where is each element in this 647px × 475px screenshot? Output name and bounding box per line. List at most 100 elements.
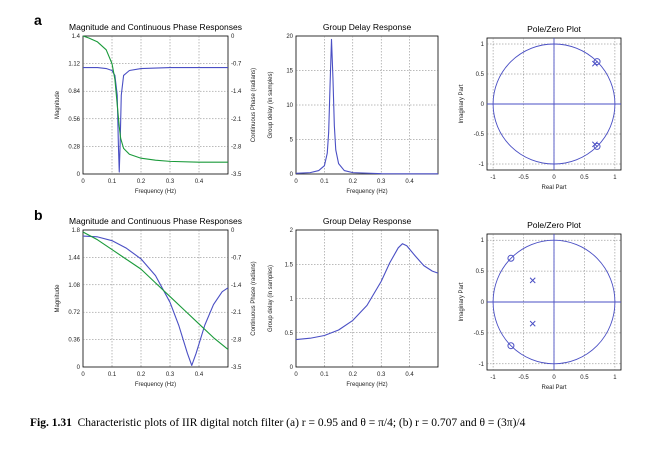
p5-ytick-label-0: 0 [290, 365, 294, 371]
p3-zero-marker-0 [593, 58, 601, 66]
p1-series-line-1 [82, 35, 228, 163]
p3-xtick-label-1: -0.5 [518, 175, 529, 181]
row-label-b: b [34, 207, 43, 223]
p4-ytick-label-4: 1.44 [68, 255, 80, 261]
p2-series-line-0 [295, 38, 438, 175]
p3-ylabel: Imaginary Part [459, 84, 465, 123]
p5-xtick-label-2: 0.2 [349, 372, 358, 378]
caption-text: Characteristic plots of IIR digital notc… [77, 417, 526, 429]
p2-ytick-label-0: 0 [290, 172, 294, 178]
p3-ytick-label-2: 0 [481, 102, 485, 108]
p5-title: Group Delay Response [323, 216, 412, 226]
p1-xtick-label-2: 0.2 [137, 179, 146, 185]
p4-series-line-1 [82, 231, 229, 350]
p3-ytick-label-1: -0.5 [474, 132, 485, 138]
p4-ytick-right-label-2: -2.1 [231, 310, 242, 316]
p1-xtick-label-3: 0.3 [166, 179, 175, 185]
p6-ytick-label-3: 0.5 [476, 269, 485, 275]
p3-ytick-label-3: 0.5 [476, 72, 485, 78]
p1-ytick-label-5: 1.4 [72, 34, 81, 40]
p2-xtick-label-3: 0.3 [377, 179, 386, 185]
p1-ytick-right-label-3: -1.4 [231, 89, 242, 95]
p5-ytick-label-3: 1.5 [285, 262, 294, 268]
p1-xlabel: Frequency (Hz) [135, 189, 176, 195]
p5-xtick-label-1: 0.1 [320, 372, 329, 378]
p3-title: Pole/Zero Plot [527, 24, 581, 34]
p3-xtick-label-2: 0 [552, 175, 556, 181]
p4-xtick-label-4: 0.4 [195, 372, 204, 378]
p2-ytick-label-4: 20 [286, 34, 293, 40]
p4-ylabel: Magnitude [55, 284, 61, 313]
p3-unit-circle [492, 43, 616, 165]
p1-xtick-label-0: 0 [81, 179, 85, 185]
p4-ytick-right-label-3: -1.4 [231, 283, 242, 289]
p5-xlabel: Frequency (Hz) [346, 382, 387, 388]
p2-ytick-label-3: 15 [286, 69, 293, 75]
p4-xtick-label-0: 0 [81, 372, 85, 378]
p3-zero-marker-1 [593, 142, 601, 150]
p6-xtick-label-2: 0 [552, 375, 556, 381]
p3-xtick-label-0: -1 [490, 175, 496, 181]
p6-zero-marker-0 [507, 254, 515, 262]
p1-ytick-right-label-1: -2.8 [231, 144, 242, 150]
p6-xtick-label-1: -0.5 [518, 375, 529, 381]
p4-ylabel-right: Continuous Phase (radians) [251, 261, 257, 335]
p6-pole-marker-1 [529, 320, 536, 327]
p1-ytick-label-0: 0 [77, 172, 81, 178]
p1-ytick-right-label-5: 0 [231, 34, 235, 40]
p2-ytick-label-2: 10 [286, 103, 293, 109]
p3-pole-marker-0 [591, 60, 598, 67]
p1-xtick-label-4: 0.4 [195, 179, 204, 185]
p3-ytick-label-4: 1 [481, 42, 485, 48]
p4-ytick-label-0: 0 [77, 365, 81, 371]
p2-xtick-label-1: 0.1 [320, 179, 329, 185]
p2-xtick-label-0: 0 [294, 179, 298, 185]
p1-ytick-label-3: 0.84 [68, 89, 80, 95]
p4-ytick-right-label-5: 0 [231, 228, 235, 234]
p1-ytick-right-label-0: -3.5 [231, 172, 242, 178]
p2-ylabel: Group delay (in samples) [268, 71, 274, 138]
p2-xlabel: Frequency (Hz) [346, 189, 387, 195]
p4-xlabel: Frequency (Hz) [135, 382, 176, 388]
p2-xtick-label-2: 0.2 [349, 179, 358, 185]
p1-plot-frame [82, 35, 229, 175]
p1-ytick-label-1: 0.28 [68, 144, 80, 150]
p4-plot-frame [82, 229, 229, 368]
p2-xtick-label-4: 0.4 [405, 179, 414, 185]
p5-ytick-label-4: 2 [290, 228, 294, 234]
p1-ytick-right-label-4: -0.7 [231, 62, 242, 68]
p5-ytick-label-2: 1 [290, 297, 294, 303]
p5-ytick-label-1: 0.5 [285, 331, 294, 337]
p6-xtick-label-0: -1 [490, 375, 496, 381]
p1-ytick-label-2: 0.56 [68, 117, 80, 123]
p3-ytick-label-0: -1 [479, 162, 485, 168]
p4-ytick-right-label-1: -2.8 [231, 338, 242, 344]
p4-ytick-label-5: 1.8 [72, 228, 81, 234]
caption-label: Fig. 1.31 [30, 417, 72, 429]
p6-ytick-label-1: -0.5 [474, 331, 485, 337]
row-label-a: a [34, 12, 42, 28]
p4-ytick-label-3: 1.08 [68, 283, 80, 289]
figure-caption: Fig. 1.31 Characteristic plots of IIR di… [30, 416, 630, 431]
p4-xtick-label-1: 0.1 [108, 372, 117, 378]
p4-ytick-right-label-4: -0.7 [231, 255, 242, 261]
p1-ylabel-right: Continuous Phase (radians) [251, 68, 257, 142]
p3-xtick-label-3: 0.5 [580, 175, 589, 181]
p5-series-line-0 [295, 243, 439, 341]
p6-ylabel: Imaginary Part [459, 282, 465, 321]
p4-xtick-label-2: 0.2 [137, 372, 146, 378]
p6-ytick-label-2: 0 [481, 300, 485, 306]
p6-xtick-label-3: 0.5 [580, 375, 589, 381]
p3-xtick-label-4: 1 [613, 175, 617, 181]
p5-ylabel: Group delay (in samples) [268, 265, 274, 332]
p5-xtick-label-0: 0 [294, 372, 298, 378]
p6-unit-circle [492, 239, 616, 365]
p4-title: Magnitude and Continuous Phase Responses [69, 216, 242, 226]
p2-title: Group Delay Response [323, 22, 412, 32]
p6-pole-marker-0 [529, 277, 536, 284]
p3-xlabel: Real Part [541, 185, 566, 191]
p1-ylabel: Magnitude [55, 90, 61, 119]
p1-series-line-0 [83, 66, 228, 173]
p6-zero-marker-1 [507, 342, 515, 350]
